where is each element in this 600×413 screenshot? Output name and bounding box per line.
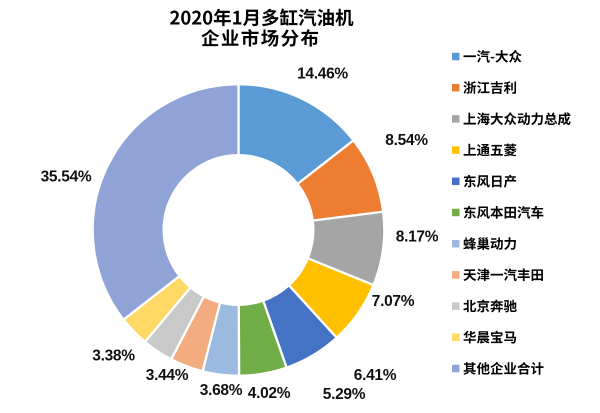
svg-text:3.68%: 3.68%	[200, 382, 243, 399]
svg-text:8.17%: 8.17%	[396, 229, 439, 246]
svg-text:8.54%: 8.54%	[385, 132, 428, 149]
svg-text:35.54%: 35.54%	[41, 169, 92, 186]
svg-text:7.07%: 7.07%	[372, 293, 415, 310]
svg-text:3.44%: 3.44%	[146, 367, 189, 384]
svg-text:4.02%: 4.02%	[248, 385, 291, 402]
svg-text:14.46%: 14.46%	[297, 66, 348, 83]
svg-text:3.38%: 3.38%	[92, 348, 135, 365]
svg-text:5.29%: 5.29%	[323, 386, 366, 403]
svg-text:6.41%: 6.41%	[354, 367, 397, 384]
